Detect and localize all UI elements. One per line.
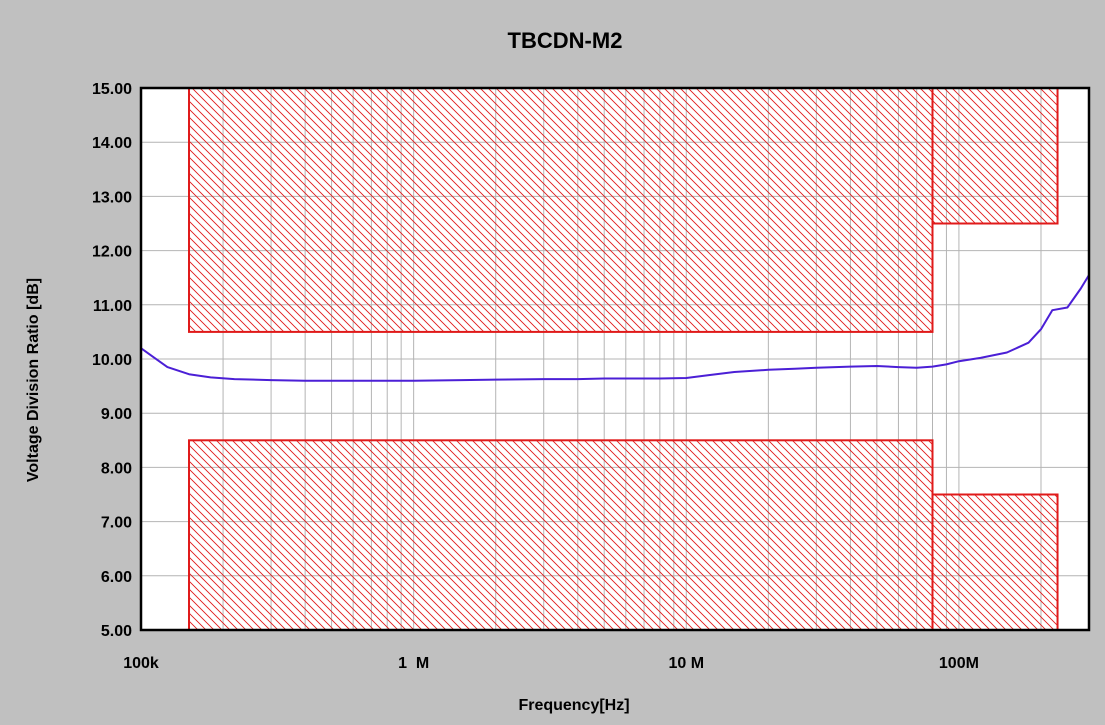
y-tick-label: 6.00: [101, 569, 132, 586]
y-tick-label: 13.00: [92, 189, 132, 206]
y-axis-label: Voltage Division Ratio [dB]: [25, 278, 42, 482]
limit-region: [931, 87, 1059, 225]
limit-region: [188, 87, 934, 333]
x-tick-label: 10 M: [668, 655, 704, 672]
x-tick-label: 1 M: [398, 655, 429, 672]
x-tick-label: 100M: [939, 655, 979, 672]
limit-regions: [188, 87, 1059, 631]
series: [140, 274, 1090, 382]
y-tick-label: 14.00: [92, 135, 132, 152]
x-tick-labels: 100k 1 M 10 M 100M: [123, 655, 979, 672]
y-tick-label: 5.00: [101, 623, 132, 640]
limit-region: [188, 439, 934, 631]
series-line: [140, 274, 1090, 382]
y-tick-label: 15.00: [92, 81, 132, 98]
limit-region: [931, 493, 1059, 631]
y-tick-label: 7.00: [101, 515, 132, 532]
chart-title: TBCDN-M2: [508, 28, 623, 53]
y-tick-label: 11.00: [93, 298, 132, 315]
y-tick-label: 8.00: [101, 460, 132, 477]
y-tick-labels: 15.00 14.00 13.00 12.00 11.00 10.00 9.00 8.00 7.…: [92, 81, 132, 640]
y-tick-label: 10.00: [92, 352, 132, 369]
y-tick-label: 12.00: [92, 244, 132, 261]
x-tick-label: 100k: [123, 655, 159, 672]
x-axis-label: Frequency[Hz]: [518, 697, 629, 714]
y-tick-label: 9.00: [101, 406, 132, 423]
plot-frame: [139, 86, 1091, 632]
